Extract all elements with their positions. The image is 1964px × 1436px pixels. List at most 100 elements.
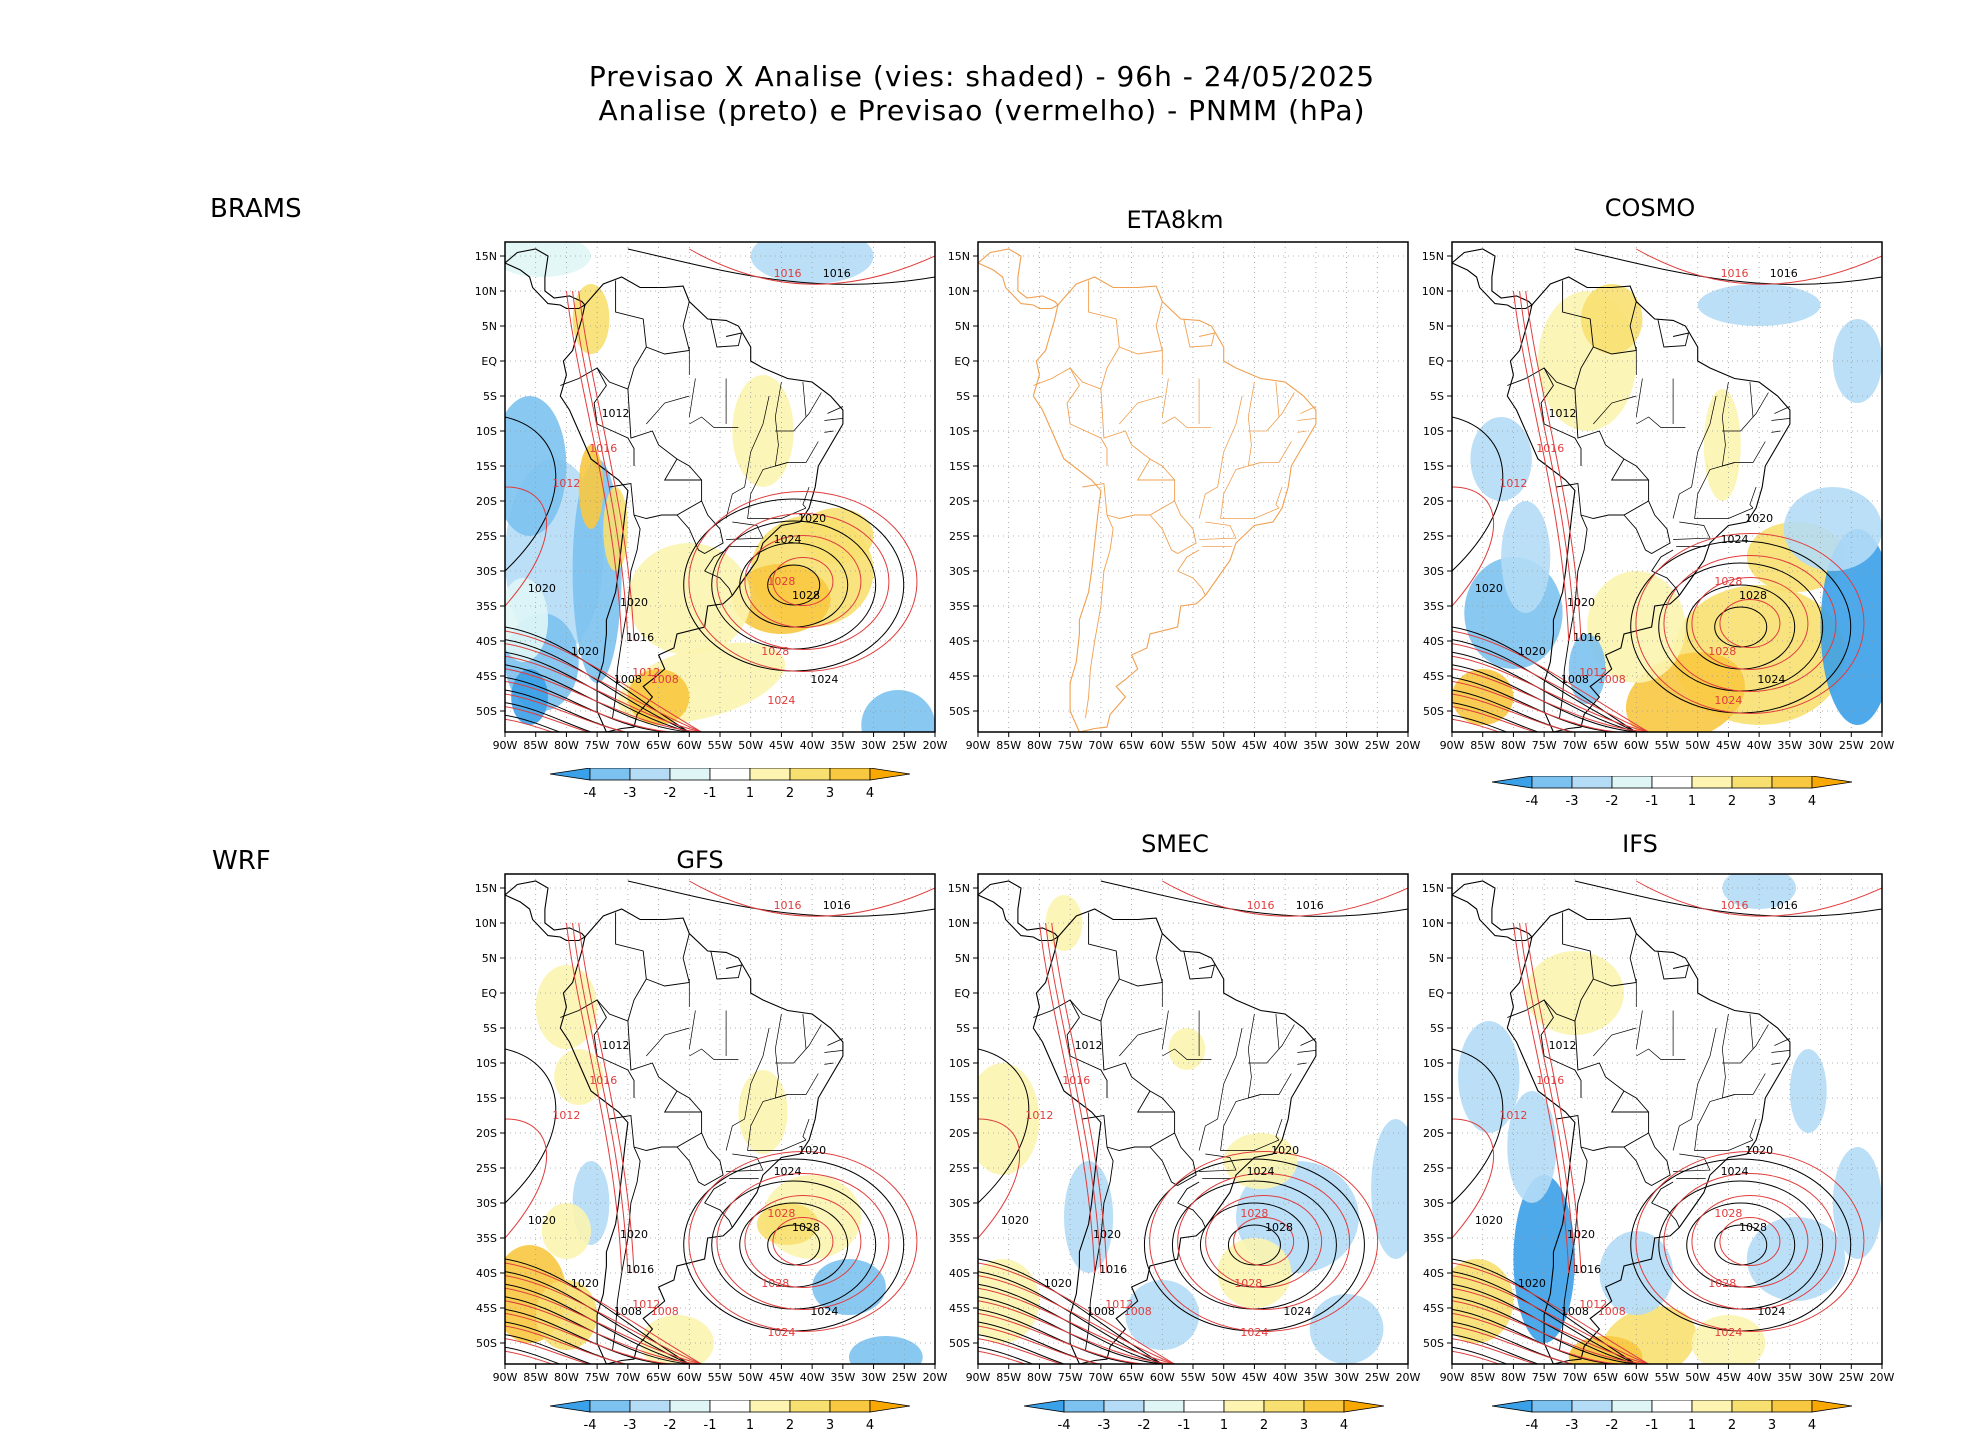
bias-shade xyxy=(1581,284,1643,354)
analysis-contour xyxy=(627,880,935,917)
contour-label: 1028 xyxy=(1708,645,1736,658)
x-tick-label: 65W xyxy=(1119,1371,1144,1384)
contour-label: 1016 xyxy=(1721,267,1749,280)
analysis-contour xyxy=(505,1346,690,1364)
state-border xyxy=(1278,1024,1295,1050)
x-tick-label: 55W xyxy=(1181,739,1206,752)
x-tick-label: 30W xyxy=(1808,1371,1833,1384)
bias-shade xyxy=(978,1259,1040,1343)
state-border xyxy=(1672,1083,1699,1151)
x-tick-label: 20W xyxy=(1870,1371,1895,1384)
y-tick-label: 20S xyxy=(949,495,970,508)
y-tick-label: 15N xyxy=(1422,882,1444,895)
y-tick-label: 5N xyxy=(1429,320,1444,333)
border xyxy=(1651,1181,1674,1204)
state-border xyxy=(689,1048,739,1060)
contour-label: 1024 xyxy=(1240,1326,1268,1339)
state-border xyxy=(1118,395,1163,425)
x-tick-label: 60W xyxy=(1150,739,1175,752)
colorbar-label: -3 xyxy=(1566,794,1579,809)
colorbar-cosmo: -4 -3 -2 -1 1 2 3 4 xyxy=(1491,776,1853,809)
y-tick-label: 50S xyxy=(476,705,497,718)
map-content xyxy=(978,242,1408,732)
colorbar-segment xyxy=(1183,1400,1225,1413)
contour-label: 1028 xyxy=(761,1277,789,1290)
state-border xyxy=(1162,1048,1212,1060)
forecast-contour xyxy=(1636,248,1882,285)
colorbar-arrow-right xyxy=(1811,776,1853,789)
y-tick-label: 10S xyxy=(949,425,970,438)
analysis-contour xyxy=(767,564,821,606)
y-tick-label: 15N xyxy=(948,250,970,263)
state-border xyxy=(1749,486,1757,509)
x-tick-label: 60W xyxy=(677,739,702,752)
y-tick-label: 30S xyxy=(1423,1197,1444,1210)
colorbar-segment xyxy=(1571,1400,1613,1413)
bias-shade xyxy=(1789,1049,1827,1133)
border xyxy=(1100,388,1176,519)
forecast-contour xyxy=(572,290,629,642)
bias-shade xyxy=(1703,389,1741,501)
x-tick-label: 85W xyxy=(1470,739,1495,752)
contour-label: 1024 xyxy=(774,533,802,546)
colorbar-label: -4 xyxy=(1526,1418,1539,1433)
y-tick-label: 10N xyxy=(948,285,970,298)
state-border xyxy=(1636,1048,1686,1060)
forecast-contour xyxy=(1452,1287,1649,1364)
forecast-contour xyxy=(1051,922,1108,1274)
contour-label: 1016 xyxy=(774,267,802,280)
forecast-contour xyxy=(1452,643,1649,732)
y-tick-label: EQ xyxy=(954,355,970,368)
state-border xyxy=(1771,418,1790,421)
forecast-contour xyxy=(978,1312,1175,1364)
x-tick-label: 45W xyxy=(1716,739,1741,752)
state-border xyxy=(1749,1118,1757,1141)
y-tick-label: 15S xyxy=(1423,1092,1444,1105)
forecast-contour xyxy=(1149,1151,1379,1332)
x-tick-label: 55W xyxy=(1655,1371,1680,1384)
forecast-contour xyxy=(572,922,629,1274)
colorbar-segment xyxy=(669,1400,711,1413)
state-border xyxy=(1752,392,1769,418)
contour-label: 1020 xyxy=(620,596,648,609)
contour-label: 1012 xyxy=(1499,1109,1527,1122)
state-border xyxy=(1161,378,1169,418)
colorbar-arrow-left xyxy=(549,768,591,781)
state-border xyxy=(1771,1050,1790,1053)
x-tick-label: 40W xyxy=(1273,739,1298,752)
x-tick-label: 75W xyxy=(1058,1371,1083,1384)
y-tick-label: EQ xyxy=(481,987,497,1000)
y-tick-label: 10N xyxy=(475,285,497,298)
forecast-contour xyxy=(1452,1338,1649,1364)
contour-label: 1020 xyxy=(1001,1214,1029,1227)
panel-title-ifs: IFS xyxy=(1622,830,1658,858)
forecast-contour xyxy=(505,1287,702,1364)
forecast-contour xyxy=(505,1275,702,1364)
y-tick-label: 10N xyxy=(948,917,970,930)
x-tick-label: 40W xyxy=(1273,1371,1298,1384)
analysis-contour xyxy=(1452,689,1637,732)
colorbar-segment xyxy=(709,768,751,781)
forecast-contour xyxy=(978,1325,1175,1364)
forecast-contour xyxy=(505,680,702,732)
state-border xyxy=(1774,1038,1791,1046)
colorbar-arrow-right xyxy=(869,1400,911,1413)
contour-label: 1024 xyxy=(1714,694,1742,707)
analysis-contour xyxy=(1452,702,1637,732)
bias-shade xyxy=(799,508,874,564)
state-border xyxy=(805,392,822,418)
forecast-contour xyxy=(1452,1118,1494,1239)
x-tick-label: 35W xyxy=(1303,1371,1328,1384)
contour-label: 1028 xyxy=(1240,1207,1268,1220)
y-tick-label: 15S xyxy=(476,460,497,473)
colorbar-label: 4 xyxy=(1808,794,1816,809)
analysis-contour xyxy=(505,1258,690,1364)
bias-shade xyxy=(732,564,831,634)
forecast-contour xyxy=(505,630,702,732)
colorbar-label: 2 xyxy=(1728,1418,1736,1433)
contour-label: 1024 xyxy=(774,1165,802,1178)
analysis-contour xyxy=(505,626,690,732)
analysis-contour xyxy=(1574,248,1882,285)
state-border xyxy=(1275,1118,1283,1141)
colorbar-label: 2 xyxy=(786,1418,794,1433)
